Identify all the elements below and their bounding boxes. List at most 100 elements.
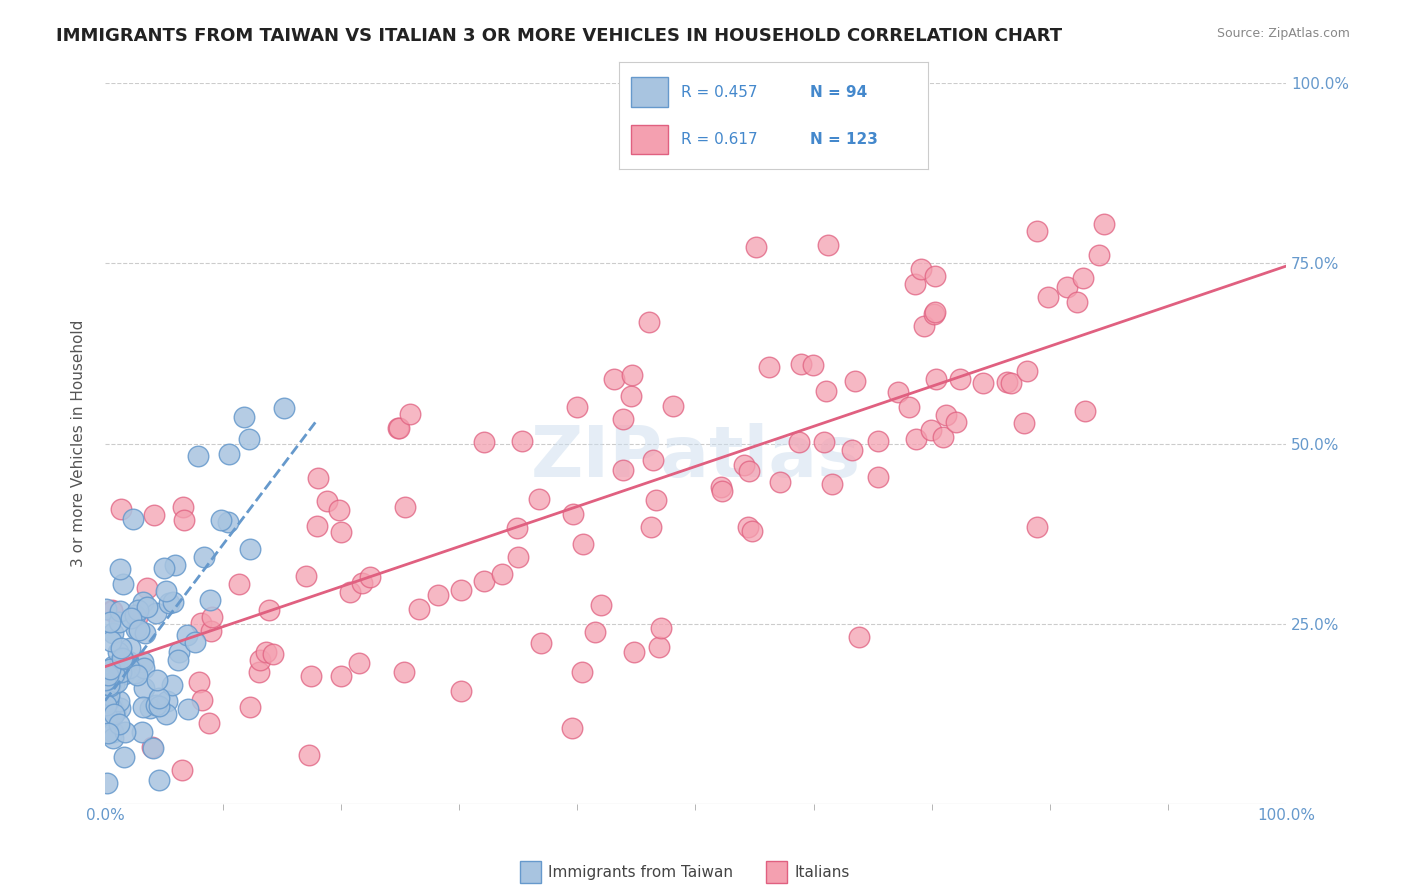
Point: [142, 741, 165, 756]
Point: [110, 651, 132, 665]
Point: [132, 681, 155, 696]
Point: [191, 693, 214, 707]
Point: [273, 401, 295, 415]
Point: [103, 625, 125, 640]
Point: [1056, 280, 1078, 294]
Point: [744, 240, 766, 254]
Point: [1066, 295, 1088, 310]
Point: [623, 645, 645, 659]
Point: [565, 400, 588, 414]
Point: [112, 750, 135, 764]
Text: N = 94: N = 94: [810, 85, 868, 100]
Point: [924, 268, 946, 283]
Point: [352, 576, 374, 591]
Point: [330, 524, 353, 539]
Point: [218, 447, 240, 461]
Point: [848, 631, 870, 645]
Point: [620, 389, 643, 403]
Point: [295, 569, 318, 583]
Point: [97, 672, 120, 686]
Point: [127, 667, 149, 681]
Point: [145, 698, 167, 712]
Point: [101, 725, 124, 739]
Point: [120, 640, 142, 655]
Point: [910, 262, 932, 277]
Point: [200, 592, 222, 607]
Point: [136, 599, 159, 614]
Point: [148, 691, 170, 706]
Point: [1036, 290, 1059, 304]
Point: [139, 701, 162, 715]
Point: [170, 763, 193, 777]
Point: [821, 477, 844, 491]
Point: [925, 371, 948, 385]
Point: [316, 493, 339, 508]
Point: [612, 412, 634, 426]
Point: [298, 747, 321, 762]
Point: [132, 655, 155, 669]
Point: [741, 524, 763, 538]
Point: [733, 458, 755, 473]
Point: [94, 602, 117, 616]
Point: [101, 675, 124, 690]
Point: [866, 470, 889, 484]
Point: [257, 603, 280, 617]
Text: R = 0.617: R = 0.617: [681, 132, 756, 147]
Point: [143, 508, 166, 523]
Point: [107, 717, 129, 731]
Point: [239, 541, 262, 556]
Point: [339, 585, 361, 599]
Point: [184, 634, 207, 648]
Point: [118, 661, 141, 675]
Point: [1026, 520, 1049, 534]
Text: ZIPatlas: ZIPatlas: [530, 424, 860, 492]
Point: [124, 665, 146, 680]
Point: [98, 679, 121, 693]
Point: [96, 698, 118, 712]
Point: [105, 675, 128, 690]
Point: [710, 480, 733, 494]
Point: [307, 471, 329, 485]
Point: [254, 645, 277, 659]
Point: [141, 739, 163, 754]
Point: [128, 624, 150, 638]
Point: [97, 678, 120, 692]
Point: [307, 518, 329, 533]
Point: [815, 384, 838, 398]
Point: [711, 483, 734, 498]
Point: [262, 647, 284, 661]
Point: [1088, 248, 1111, 262]
Point: [98, 662, 121, 676]
Point: [120, 611, 142, 625]
Point: [328, 503, 350, 517]
Point: [156, 694, 179, 708]
Point: [640, 519, 662, 533]
Point: [233, 409, 256, 424]
Point: [426, 588, 449, 602]
Point: [347, 656, 370, 670]
Point: [103, 666, 125, 681]
Point: [603, 372, 626, 386]
Point: [472, 574, 495, 588]
Point: [110, 641, 132, 656]
Point: [935, 408, 957, 422]
Bar: [631, 125, 668, 154]
Point: [114, 725, 136, 739]
Point: [813, 434, 835, 449]
Point: [112, 652, 135, 666]
Point: [108, 701, 131, 715]
Point: [112, 667, 135, 681]
Point: [148, 698, 170, 713]
Point: [661, 399, 683, 413]
Point: [97, 726, 120, 740]
Point: [162, 595, 184, 609]
Point: [148, 773, 170, 788]
Point: [399, 407, 422, 421]
Point: [103, 731, 125, 745]
Point: [135, 581, 157, 595]
Point: [737, 520, 759, 534]
Point: [801, 359, 824, 373]
Point: [450, 582, 472, 597]
Point: [1092, 217, 1115, 231]
Point: [948, 372, 970, 386]
